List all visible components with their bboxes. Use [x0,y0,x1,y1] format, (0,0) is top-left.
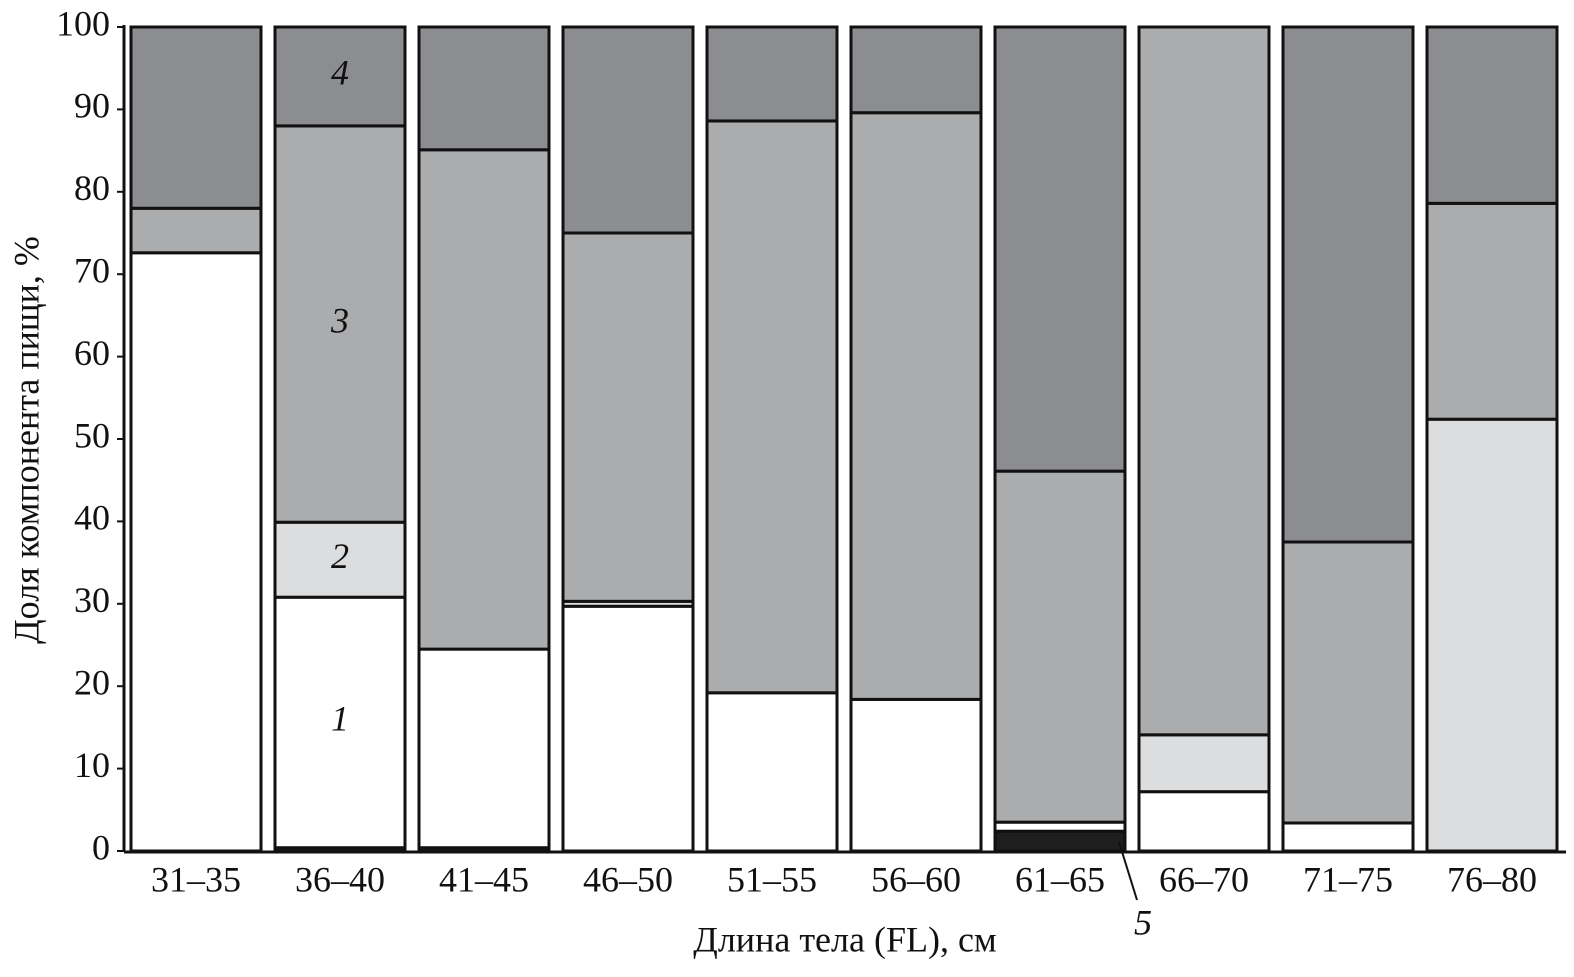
bar-segment [1425,417,1559,853]
y-tick-label: 20 [74,662,110,702]
bar-segment [273,595,407,850]
bar-segment [129,206,263,255]
y-tick-label: 40 [74,498,110,538]
bar-segment [129,251,263,853]
x-tick-label: 56–60 [871,859,961,899]
bar-segment [129,25,263,210]
bar-segment [1281,540,1415,825]
bar-segment [993,829,1127,853]
bar-segment [705,691,839,853]
bar-segment [417,647,551,850]
y-tick-label: 80 [74,168,110,208]
bar-segment [849,25,983,115]
y-tick-label: 90 [74,86,110,126]
bar-segment [273,124,407,524]
x-tick-label: 31–35 [151,859,241,899]
bar-segment [705,119,839,695]
bar-segment [1281,25,1415,544]
bar-segment [1137,25,1271,737]
y-axis-title: Доля компонента пищи, % [6,236,46,644]
bar-segment [561,604,695,853]
y-tick-label: 30 [74,580,110,620]
bar-segment [273,25,407,128]
series-label: 4 [331,53,349,93]
series-label: 1 [331,699,349,739]
y-tick-label: 60 [74,333,110,373]
bar-segment [1425,201,1559,421]
x-tick-label: 76–80 [1447,859,1537,899]
series-label: 2 [331,536,349,576]
x-tick-label: 36–40 [295,859,385,899]
bar-segment [417,25,551,152]
x-tick-label: 61–65 [1015,859,1105,899]
bar-segment [1425,25,1559,205]
bar-segment [993,25,1127,473]
bar-segment [1137,733,1271,794]
bar-segment [705,25,839,123]
y-tick-label: 10 [74,745,110,785]
x-axis-title: Длина тела (FL), см [693,919,996,959]
x-tick-label: 51–55 [727,859,817,899]
x-tick-label: 71–75 [1303,859,1393,899]
bar-segment [417,148,551,651]
series-label: 3 [330,300,349,340]
x-tick-label: 41–45 [439,859,529,899]
y-tick-label: 70 [74,250,110,290]
bar-segment [849,697,983,853]
x-tick-label: 46–50 [583,859,673,899]
bar-segment [993,469,1127,824]
y-tick-label: 100 [56,3,110,43]
bar-segment [561,25,695,235]
bar-segment [1281,821,1415,853]
bar-segment [561,231,695,603]
x-tick-label: 66–70 [1159,859,1249,899]
y-tick-label: 50 [74,415,110,455]
bar-segment [849,111,983,701]
label-pointer [1118,841,1138,901]
series-label: 5 [1134,902,1152,942]
y-tick-label: 0 [92,827,110,867]
bar-segment [1137,790,1271,853]
